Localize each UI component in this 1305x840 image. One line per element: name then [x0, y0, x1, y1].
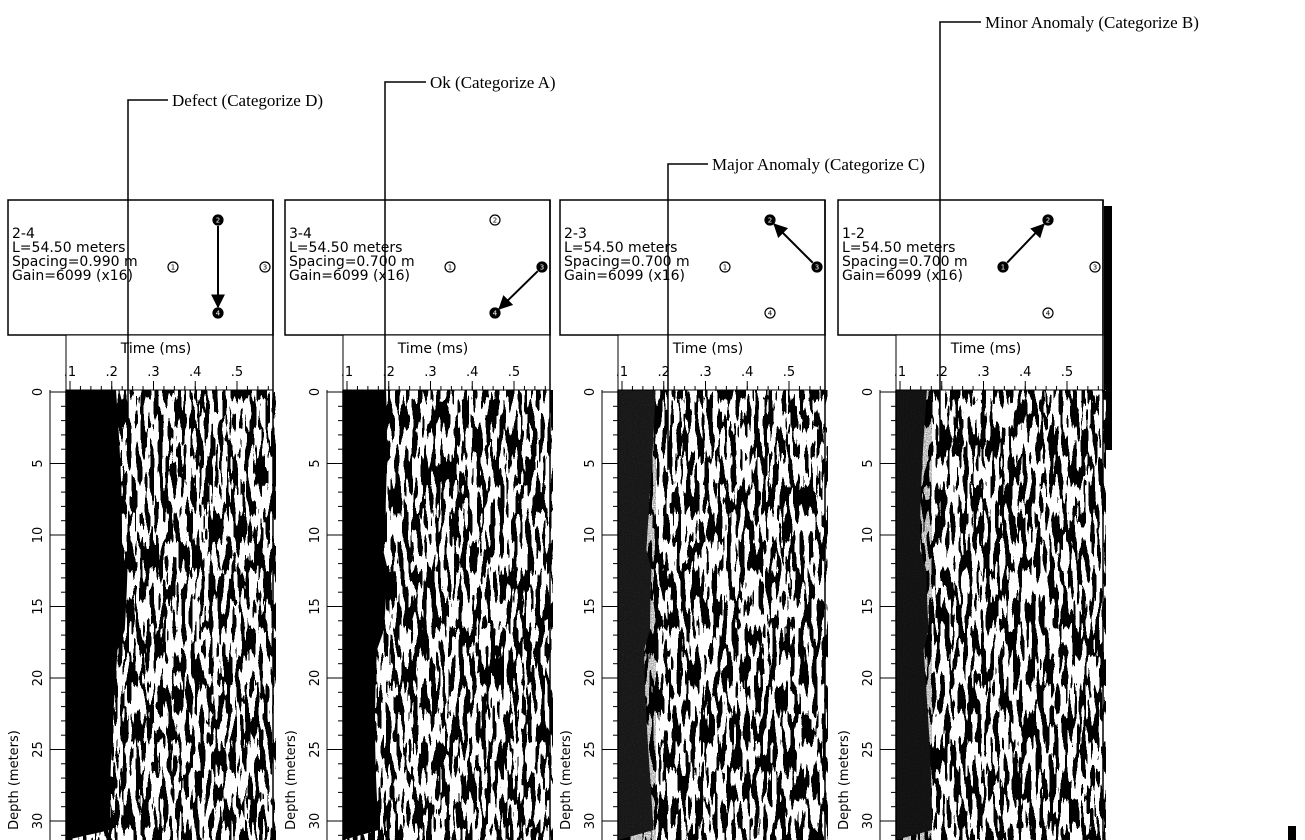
depth-tick-label: 25 — [583, 741, 598, 758]
depth-tick-label: 20 — [583, 670, 598, 687]
time-tick-label: .5 — [1061, 365, 1073, 380]
time-tick-label: .3 — [424, 365, 436, 380]
corner-mark — [1288, 826, 1296, 840]
depth-tick-label: 0 — [31, 388, 46, 396]
depth-tick-label: 20 — [31, 670, 46, 687]
depth-tick-label: 25 — [861, 741, 876, 758]
header-gain: Gain=6099 (x16) — [564, 268, 685, 284]
depth-tick-label: 25 — [308, 741, 323, 758]
tube-label: 3 — [1093, 264, 1097, 272]
time-axis-label: Time (ms) — [120, 341, 192, 357]
callout-label: Ok (Categorize A) — [430, 73, 556, 92]
time-tick-label: .1 — [341, 365, 353, 380]
depth-tick-label: 10 — [31, 527, 46, 544]
band-grain — [896, 390, 932, 840]
time-tick-label: .1 — [64, 365, 76, 380]
tube-label: 4 — [216, 310, 221, 318]
time-tick-label: .2 — [106, 365, 118, 380]
time-tick-label: .3 — [147, 365, 159, 380]
depth-tick-label: 30 — [308, 813, 323, 830]
depth-tick-label: 25 — [31, 741, 46, 758]
tube-label: 2 — [493, 217, 497, 225]
tube-label: 3 — [815, 264, 819, 272]
tube-label: 2 — [768, 217, 772, 225]
time-tick-label: .4 — [1019, 365, 1031, 380]
tube-label: 1 — [723, 264, 727, 272]
page: 2-4L=54.50 metersSpacing=0.990 mGain=609… — [0, 0, 1305, 840]
time-tick-label: .4 — [189, 365, 201, 380]
header-gain: Gain=6099 (x16) — [289, 268, 410, 284]
depth-tick-label: 30 — [583, 813, 598, 830]
figure: 2-4L=54.50 metersSpacing=0.990 mGain=609… — [0, 0, 1305, 840]
depth-tick-label: 30 — [861, 813, 876, 830]
depth-tick-label: 30 — [31, 813, 46, 830]
time-axis-label: Time (ms) — [950, 341, 1022, 357]
time-tick-label: .5 — [508, 365, 520, 380]
time-tick-label: .5 — [231, 365, 243, 380]
header-gain: Gain=6099 (x16) — [12, 268, 133, 284]
time-tick-label: .4 — [466, 365, 478, 380]
depth-axis-label: Depth (meters) — [559, 730, 574, 830]
panel: 3-4L=54.50 metersSpacing=0.700 mGain=609… — [284, 200, 553, 840]
time-axis-label: Time (ms) — [672, 341, 744, 357]
depth-tick-label: 15 — [861, 598, 876, 615]
time-tick-label: .1 — [894, 365, 906, 380]
depth-tick-label: 15 — [583, 598, 598, 615]
tube-label: 4 — [768, 310, 773, 318]
tube-label: 2 — [216, 217, 220, 225]
tube-label: 1 — [171, 264, 175, 272]
tube-label: 3 — [263, 264, 267, 272]
depth-axis-label: Depth (meters) — [7, 730, 22, 830]
tube-label: 3 — [540, 264, 544, 272]
depth-axis-label: Depth (meters) — [837, 730, 852, 830]
callout-label: Major Anomaly (Categorize C) — [712, 155, 925, 174]
depth-tick-label: 10 — [583, 527, 598, 544]
tube-label: 4 — [493, 310, 498, 318]
callout-label: Defect (Categorize D) — [172, 91, 323, 110]
depth-tick-label: 10 — [308, 527, 323, 544]
time-tick-label: .1 — [616, 365, 628, 380]
depth-tick-label: 20 — [861, 670, 876, 687]
time-tick-label: .5 — [783, 365, 795, 380]
time-axis-label: Time (ms) — [397, 341, 469, 357]
depth-tick-label: 5 — [583, 459, 598, 467]
callout-label: Minor Anomaly (Categorize B) — [985, 13, 1199, 32]
depth-axis-label: Depth (meters) — [284, 730, 299, 830]
time-tick-label: .4 — [741, 365, 753, 380]
depth-tick-label: 5 — [308, 459, 323, 467]
depth-tick-label: 0 — [583, 388, 598, 396]
depth-tick-label: 15 — [308, 598, 323, 615]
depth-tick-label: 0 — [861, 388, 876, 396]
tube-label: 1 — [448, 264, 452, 272]
depth-tick-label: 0 — [308, 388, 323, 396]
time-tick-label: .3 — [977, 365, 989, 380]
depth-tick-label: 5 — [861, 459, 876, 467]
tube-label: 4 — [1046, 310, 1051, 318]
depth-tick-label: 15 — [31, 598, 46, 615]
depth-tick-label: 20 — [308, 670, 323, 687]
tube-label: 1 — [1001, 264, 1005, 272]
depth-tick-label: 10 — [861, 527, 876, 544]
depth-tick-label: 5 — [31, 459, 46, 467]
time-tick-label: .3 — [699, 365, 711, 380]
tube-label: 2 — [1046, 217, 1050, 225]
band-grain — [618, 390, 656, 840]
time-tick-label: .2 — [936, 365, 948, 380]
header-gain: Gain=6099 (x16) — [842, 268, 963, 284]
